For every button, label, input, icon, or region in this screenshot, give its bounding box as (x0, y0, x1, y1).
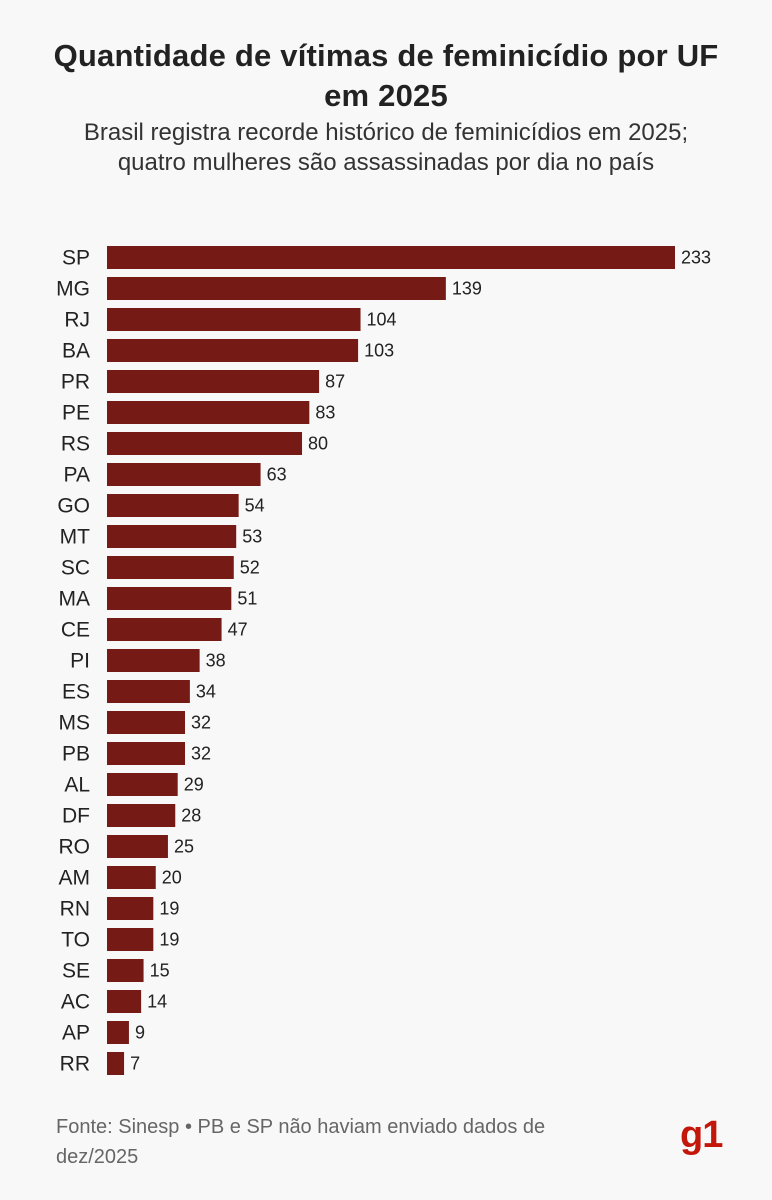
category-label-pa: PA (64, 464, 90, 487)
value-label-mg: 139 (452, 279, 482, 299)
category-label-mt: MT (60, 526, 90, 549)
category-label-ce: CE (61, 619, 90, 642)
value-label-go: 54 (245, 496, 265, 516)
value-label-to: 19 (159, 930, 179, 950)
bar-rr (107, 1052, 125, 1075)
value-label-pi: 38 (206, 651, 226, 671)
bar-pe (107, 401, 310, 424)
value-label-mt: 53 (242, 527, 262, 547)
category-label-rn: RN (60, 898, 90, 921)
bar-sc (107, 556, 234, 579)
bar-am (107, 866, 156, 889)
bar-mt (107, 525, 237, 548)
value-label-sp: 233 (681, 248, 711, 268)
subtitle-line-1: Brasil registra recorde histórico de fem… (83, 119, 689, 146)
bar-ac (107, 990, 142, 1013)
bar-rs (107, 432, 303, 455)
value-label-se: 15 (150, 961, 170, 981)
bar-pa (107, 463, 261, 486)
value-label-rn: 19 (159, 899, 179, 919)
category-label-ba: BA (62, 340, 90, 363)
category-label-pb: PB (62, 743, 90, 766)
value-label-pr: 87 (325, 372, 345, 392)
bar-pb (107, 742, 186, 765)
bar-to (107, 928, 154, 951)
g1-logo: g1 (680, 1114, 723, 1156)
value-label-es: 34 (196, 682, 216, 702)
value-label-sc: 52 (240, 558, 260, 578)
category-label-rj: RJ (64, 309, 90, 332)
value-label-am: 20 (162, 868, 182, 888)
category-label-pi: PI (70, 650, 90, 673)
bar-ba (107, 339, 359, 362)
bar-pi (107, 649, 200, 672)
category-label-df: DF (62, 805, 90, 828)
category-label-am: AM (59, 867, 91, 890)
category-label-pe: PE (62, 402, 90, 425)
value-label-ro: 25 (174, 837, 194, 857)
value-label-pa: 63 (267, 465, 287, 485)
category-label-rs: RS (61, 433, 90, 456)
category-label-pr: PR (61, 371, 90, 394)
value-label-pb: 32 (191, 744, 211, 764)
bar-df (107, 804, 176, 827)
bar-mg (107, 277, 446, 300)
category-label-se: SE (62, 960, 90, 983)
category-label-ms: MS (59, 712, 91, 735)
value-label-rs: 80 (308, 434, 328, 454)
value-label-ap: 9 (135, 1023, 145, 1043)
category-label-es: ES (62, 681, 90, 704)
bar-chart: SP 233 MG 139 RJ 104 BA 103 PR 87 PE 83 RS 80 PA 63 GO 54… (56, 246, 711, 1076)
chart-title: Quantidade de vítimas de feminicídio por… (53, 38, 719, 113)
bar-ce (107, 618, 222, 641)
source-note: Fonte: Sinesp • PB e SP não haviam envia… (56, 1116, 546, 1168)
value-label-rr: 7 (130, 1054, 140, 1074)
category-label-ro: RO (59, 836, 91, 859)
value-label-ac: 14 (147, 992, 167, 1012)
category-label-sc: SC (61, 557, 90, 580)
bar-rj (107, 308, 361, 331)
value-label-df: 28 (181, 806, 201, 826)
category-label-al: AL (64, 774, 90, 797)
subtitle-line-2: quatro mulheres são assassinadas por dia… (117, 149, 655, 176)
bar-pr (107, 370, 320, 393)
value-label-ce: 47 (228, 620, 248, 640)
bar-go (107, 494, 239, 517)
bar-es (107, 680, 190, 703)
category-label-to: TO (61, 929, 90, 952)
bar-al (107, 773, 178, 796)
category-label-ma: MA (59, 588, 91, 611)
value-label-ms: 32 (191, 713, 211, 733)
category-label-ap: AP (62, 1022, 90, 1045)
category-label-go: GO (57, 495, 90, 518)
bar-ms (107, 711, 186, 734)
bar-rn (107, 897, 154, 920)
category-label-mg: MG (56, 278, 90, 301)
value-label-ba: 103 (364, 341, 394, 361)
value-label-rj: 104 (367, 310, 397, 330)
bar-se (107, 959, 144, 982)
bar-ma (107, 587, 232, 610)
bar-ro (107, 835, 168, 858)
chart-subtitle: Brasil registra recorde histórico de fem… (50, 118, 722, 178)
value-label-pe: 83 (315, 403, 335, 423)
category-label-ac: AC (61, 991, 90, 1014)
bar-ap (107, 1021, 129, 1044)
value-label-al: 29 (184, 775, 204, 795)
category-label-sp: SP (62, 247, 90, 270)
bar-sp (107, 246, 675, 269)
category-label-rr: RR (60, 1053, 90, 1076)
value-label-ma: 51 (237, 589, 257, 609)
